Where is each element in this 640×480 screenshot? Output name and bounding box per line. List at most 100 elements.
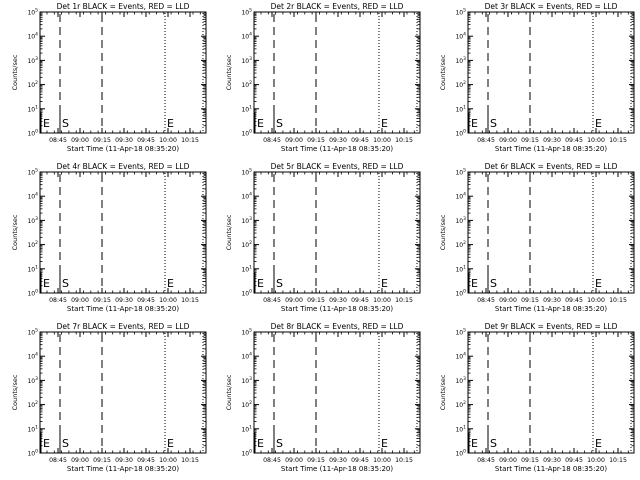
panel-title: Det 3r BLACK = Events, RED = LLD [485, 2, 618, 11]
x-tick-label: 09:45 [565, 457, 583, 464]
x-tick-label: 09:30 [329, 457, 347, 464]
y-tick-label: 103 [241, 56, 252, 65]
y-tick-label: 101 [241, 424, 252, 433]
event-marker-e: E [167, 117, 174, 130]
y-tick-label: 104 [455, 32, 466, 41]
y-tick-label: 103 [27, 376, 38, 385]
x-tick-label: 09:30 [329, 297, 347, 304]
x-tick-label: 10:00 [373, 137, 391, 144]
detector-panel-7: Det 7r BLACK = Events, RED = LLD Counts/s… [11, 322, 207, 473]
x-tick-label: 09:00 [499, 137, 517, 144]
y-tick-label: 105 [241, 8, 252, 17]
panel-title: Det 1r BLACK = Events, RED = LLD [57, 2, 190, 11]
plot-frame [253, 11, 421, 134]
y-tick-label: 103 [241, 216, 252, 225]
x-tick-label: 08:45 [477, 297, 495, 304]
detector-panel-2: Det 2r BLACK = Events, RED = LLD Counts/s… [225, 2, 421, 153]
x-tick-label: 08:45 [477, 137, 495, 144]
y-tick-label: 101 [455, 424, 466, 433]
detector-panel-4: Det 4r BLACK = Events, RED = LLD Counts/s… [11, 162, 207, 313]
y-tick-label: 102 [241, 400, 252, 409]
x-tick-label: 09:30 [115, 137, 133, 144]
y-axis-label: Counts/sec [439, 54, 447, 90]
x-tick-label: 09:30 [543, 137, 561, 144]
y-tick-label: 101 [455, 264, 466, 273]
y-tick-label: 105 [241, 168, 252, 177]
x-tick-label: 09:15 [521, 297, 539, 304]
y-tick-label: 103 [455, 56, 466, 65]
x-tick-label: 09:15 [93, 297, 111, 304]
event-marker-s: S [62, 117, 69, 130]
x-tick-label: 10:15 [609, 457, 627, 464]
x-tick-label: 09:15 [93, 457, 111, 464]
detector-panel-8: Det 8r BLACK = Events, RED = LLD Counts/s… [225, 322, 421, 473]
x-tick-label: 10:00 [587, 297, 605, 304]
y-tick-label: 105 [455, 168, 466, 177]
plot-frame [467, 331, 635, 454]
x-tick-label: 09:45 [137, 297, 155, 304]
event-marker-e: E [595, 437, 602, 450]
event-marker-s: S [490, 117, 497, 130]
x-tick-label: 09:45 [137, 137, 155, 144]
panel-title: Det 5r BLACK = Events, RED = LLD [271, 162, 404, 171]
y-tick-label: 104 [27, 32, 38, 41]
x-tick-label: 10:00 [159, 137, 177, 144]
panel-title: Det 6r BLACK = Events, RED = LLD [485, 162, 618, 171]
x-tick-label: 10:15 [609, 297, 627, 304]
y-tick-label: 103 [455, 216, 466, 225]
detector-panel-1: Det 1r BLACK = Events, RED = LLD Counts/s… [11, 2, 207, 153]
y-tick-label: 100 [455, 289, 466, 298]
x-tick-label: 09:15 [307, 297, 325, 304]
y-tick-label: 103 [241, 376, 252, 385]
y-tick-label: 102 [455, 80, 466, 89]
x-tick-label: 10:00 [159, 457, 177, 464]
x-tick-label: 10:00 [587, 137, 605, 144]
y-axis-label: Counts/sec [225, 214, 233, 250]
y-tick-label: 100 [241, 449, 252, 458]
x-tick-label: 10:15 [609, 137, 627, 144]
event-marker-e: E [43, 437, 50, 450]
detector-panel-3: Det 3r BLACK = Events, RED = LLD Counts/s… [439, 2, 635, 153]
y-tick-label: 101 [27, 264, 38, 273]
x-tick-label: 08:45 [263, 297, 281, 304]
x-tick-label: 09:00 [499, 457, 517, 464]
x-tick-label: 09:00 [71, 457, 89, 464]
y-tick-label: 102 [241, 240, 252, 249]
event-marker-s: S [490, 437, 497, 450]
x-tick-label: 10:15 [181, 297, 199, 304]
y-tick-label: 100 [241, 289, 252, 298]
plot-frame [253, 171, 421, 294]
event-marker-e: E [381, 117, 388, 130]
x-tick-label: 09:30 [115, 297, 133, 304]
y-tick-label: 104 [27, 352, 38, 361]
y-tick-label: 105 [27, 8, 38, 17]
x-tick-label: 10:00 [587, 457, 605, 464]
y-axis-label: Counts/sec [439, 214, 447, 250]
x-axis-label: Start Time (11-Apr-18 08:35:20) [281, 305, 393, 313]
x-tick-label: 10:15 [395, 297, 413, 304]
x-tick-label: 09:00 [499, 297, 517, 304]
y-tick-label: 102 [455, 400, 466, 409]
y-tick-label: 104 [241, 352, 252, 361]
x-tick-label: 08:45 [49, 457, 67, 464]
y-tick-label: 100 [455, 449, 466, 458]
event-marker-e: E [595, 117, 602, 130]
event-marker-s: S [490, 277, 497, 290]
x-tick-label: 09:15 [521, 457, 539, 464]
event-marker-s: S [276, 277, 283, 290]
event-marker-e: E [43, 117, 50, 130]
event-marker-e: E [167, 437, 174, 450]
event-marker-e: E [471, 437, 478, 450]
y-tick-label: 104 [241, 32, 252, 41]
x-axis-label: Start Time (11-Apr-18 08:35:20) [67, 145, 179, 153]
panel-title: Det 7r BLACK = Events, RED = LLD [57, 322, 190, 331]
x-tick-label: 09:45 [137, 457, 155, 464]
x-tick-label: 08:45 [49, 297, 67, 304]
plot-frame [39, 331, 207, 454]
x-axis-label: Start Time (11-Apr-18 08:35:20) [281, 465, 393, 473]
x-tick-label: 09:45 [565, 297, 583, 304]
event-marker-s: S [276, 117, 283, 130]
x-tick-label: 09:45 [351, 457, 369, 464]
event-marker-s: S [62, 277, 69, 290]
